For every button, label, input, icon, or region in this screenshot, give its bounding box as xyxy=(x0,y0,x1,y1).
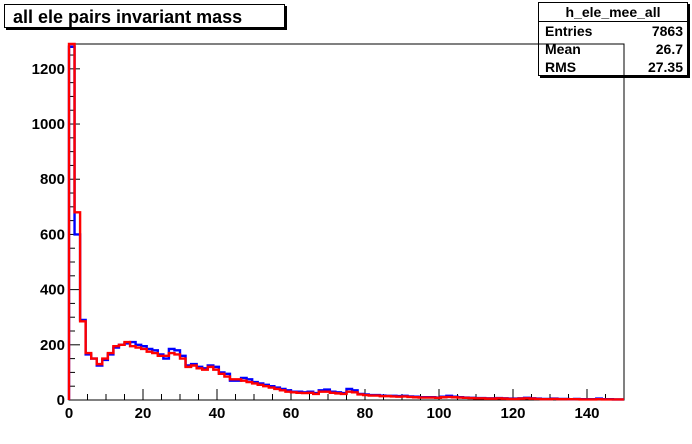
stats-value: 26.7 xyxy=(655,41,683,57)
stats-box: h_ele_mee_all Entries 7863 Mean 26.7 RMS… xyxy=(538,2,688,76)
blue-series-line xyxy=(67,45,624,401)
x-tick-label: 0 xyxy=(65,405,73,422)
y-tick-label: 600 xyxy=(40,226,65,243)
stats-value: 27.35 xyxy=(647,59,683,75)
x-tick-label: 80 xyxy=(357,405,374,422)
red-histogram xyxy=(67,42,624,401)
y-tick-label: 0 xyxy=(57,392,65,409)
x-tick-label: 100 xyxy=(426,405,451,422)
y-tick-label: 1000 xyxy=(32,116,65,133)
plot-frame xyxy=(68,43,625,401)
axes-group xyxy=(68,43,625,401)
stats-label: Mean xyxy=(545,41,581,57)
chart-title: all ele pairs invariant mass xyxy=(4,4,285,28)
x-tick-label: 120 xyxy=(500,405,525,422)
blue-histogram xyxy=(67,45,624,401)
y-tick-label: 200 xyxy=(40,337,65,354)
stats-value: 7863 xyxy=(651,23,683,39)
stats-label: RMS xyxy=(545,59,577,75)
y-tick-label: 1200 xyxy=(32,61,65,78)
series-group xyxy=(67,42,624,401)
x-tick-label: 40 xyxy=(209,405,226,422)
stats-row-mean: Mean 26.7 xyxy=(539,40,687,58)
x-tick-label: 20 xyxy=(135,405,152,422)
x-tick-label: 140 xyxy=(574,405,599,422)
x-tick-label: 60 xyxy=(283,405,300,422)
stats-row-rms: RMS 27.35 xyxy=(539,58,687,76)
red-series-line xyxy=(67,42,624,401)
y-tick-label: 800 xyxy=(40,171,65,188)
stats-row-entries: Entries 7863 xyxy=(539,22,687,40)
y-tick-label: 400 xyxy=(40,282,65,299)
stats-name: h_ele_mee_all xyxy=(539,3,687,22)
stats-label: Entries xyxy=(545,23,593,39)
tick-labels-group: 0 20 40 60 80 100 120 140 0 200 400 600 800 1000 1200 xyxy=(32,61,600,422)
